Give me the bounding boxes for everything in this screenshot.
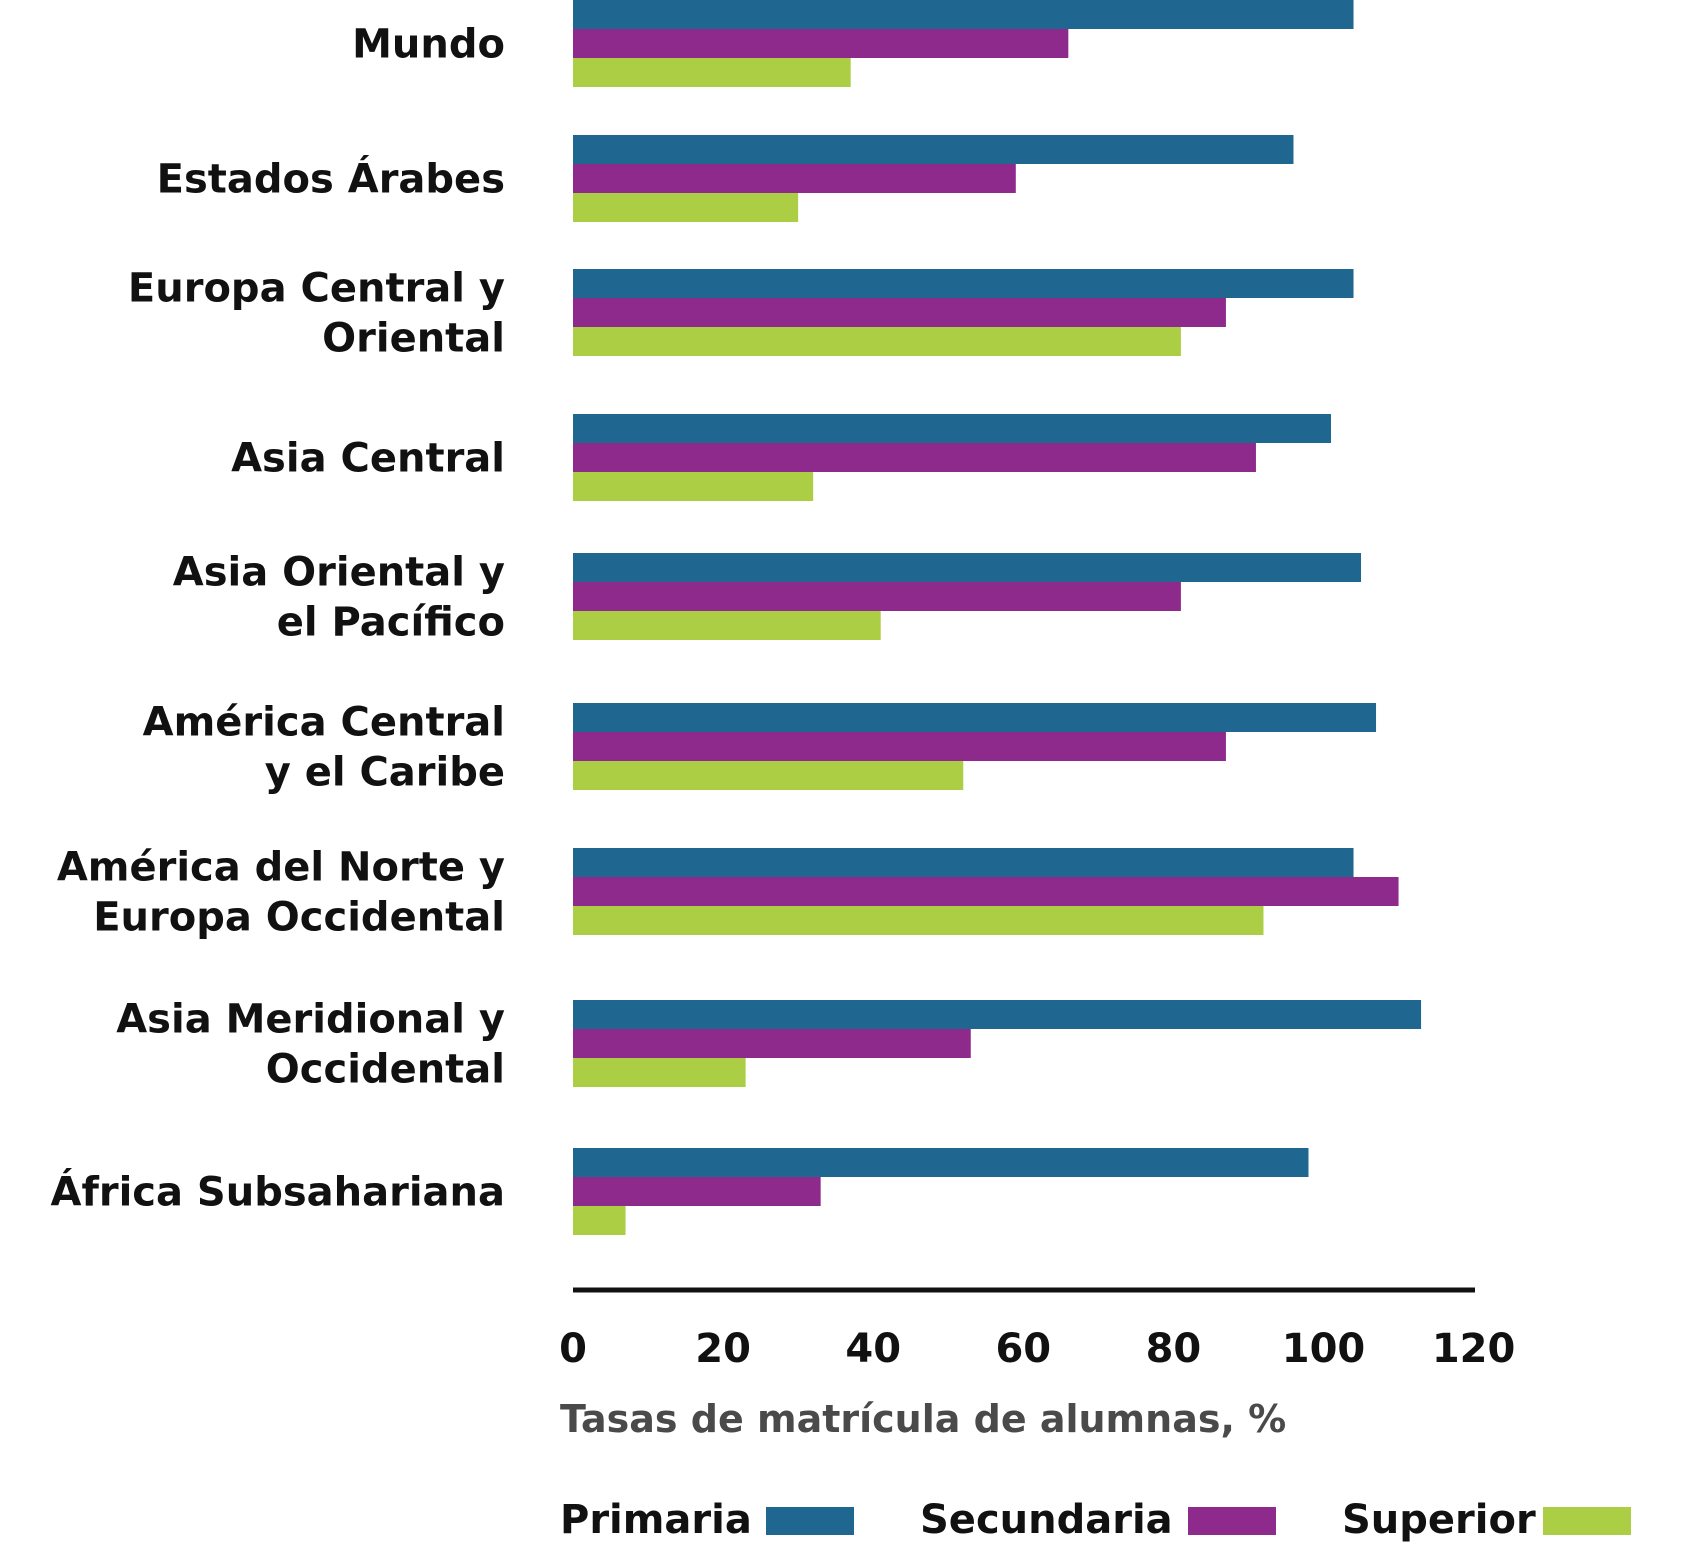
x-axis-label: Tasas de matrícula de alumnas, % (560, 1397, 1286, 1441)
x-tick-label: 0 (559, 1326, 587, 1372)
bar-superior-0 (573, 58, 851, 87)
bar-superior-5 (573, 761, 964, 790)
x-tick-labels: 0 20 40 60 80 100 120 (559, 1326, 1515, 1372)
legend-label-secundaria: Secundaria (920, 1497, 1173, 1543)
category-label: Oriental (322, 316, 505, 362)
bar-superior-6 (573, 906, 1264, 935)
x-tick-label: 60 (995, 1326, 1051, 1372)
bar-primaria-8 (573, 1148, 1309, 1177)
bar-primaria-7 (573, 1000, 1422, 1029)
category-label: Occidental (266, 1047, 505, 1093)
bar-secundaria-5 (573, 732, 1226, 761)
category-label: América Central (143, 700, 505, 746)
legend-swatch-superior (1543, 1507, 1631, 1535)
legend-label-primaria: Primaria (560, 1497, 752, 1543)
bar-primaria-2 (573, 269, 1354, 298)
bar-secundaria-4 (573, 582, 1181, 611)
bar-superior-7 (573, 1058, 746, 1087)
bar-superior-4 (573, 611, 881, 640)
bar-secundaria-7 (573, 1029, 971, 1058)
bar-secundaria-6 (573, 877, 1399, 906)
bar-secundaria-8 (573, 1177, 821, 1206)
category-label: Mundo (352, 22, 505, 68)
bar-superior-1 (573, 193, 799, 222)
x-tick-label: 100 (1282, 1326, 1366, 1372)
bars-group (573, 0, 1422, 1235)
x-tick-label: 80 (1146, 1326, 1202, 1372)
bar-primaria-3 (573, 414, 1332, 443)
bar-secundaria-2 (573, 298, 1226, 327)
category-label: América del Norte y (57, 845, 505, 891)
bar-primaria-5 (573, 703, 1377, 732)
x-tick-label: 120 (1432, 1326, 1516, 1372)
category-labels: Mundo Estados Árabes Europa Central yOrien… (50, 22, 505, 1216)
bar-secundaria-3 (573, 443, 1256, 472)
legend-swatch-primaria (766, 1507, 854, 1535)
category-label: Europa Central y (128, 266, 505, 312)
bar-primaria-0 (573, 0, 1354, 29)
bar-primaria-1 (573, 135, 1294, 164)
legend-swatch-secundaria (1188, 1507, 1276, 1535)
category-label: el Pacífico (277, 600, 505, 646)
category-label: Estados Árabes (157, 155, 505, 203)
x-tick-label: 40 (845, 1326, 901, 1372)
category-label: Asia Central (231, 436, 505, 482)
bar-secundaria-0 (573, 29, 1069, 58)
category-label: Asia Meridional y (116, 997, 505, 1043)
legend: Primaria Secundaria Superior (560, 1497, 1631, 1543)
bar-primaria-6 (573, 848, 1354, 877)
category-label: y el Caribe (265, 750, 505, 796)
bar-primaria-4 (573, 553, 1362, 582)
category-label: Asia Oriental y (173, 550, 505, 596)
x-tick-label: 20 (695, 1326, 751, 1372)
category-label: Europa Occidental (93, 895, 505, 941)
bar-superior-3 (573, 472, 814, 501)
bar-superior-8 (573, 1206, 626, 1235)
category-label: África Subsahariana (50, 1168, 505, 1216)
bar-superior-2 (573, 327, 1181, 356)
bar-secundaria-1 (573, 164, 1016, 193)
legend-label-superior: Superior (1342, 1497, 1536, 1543)
